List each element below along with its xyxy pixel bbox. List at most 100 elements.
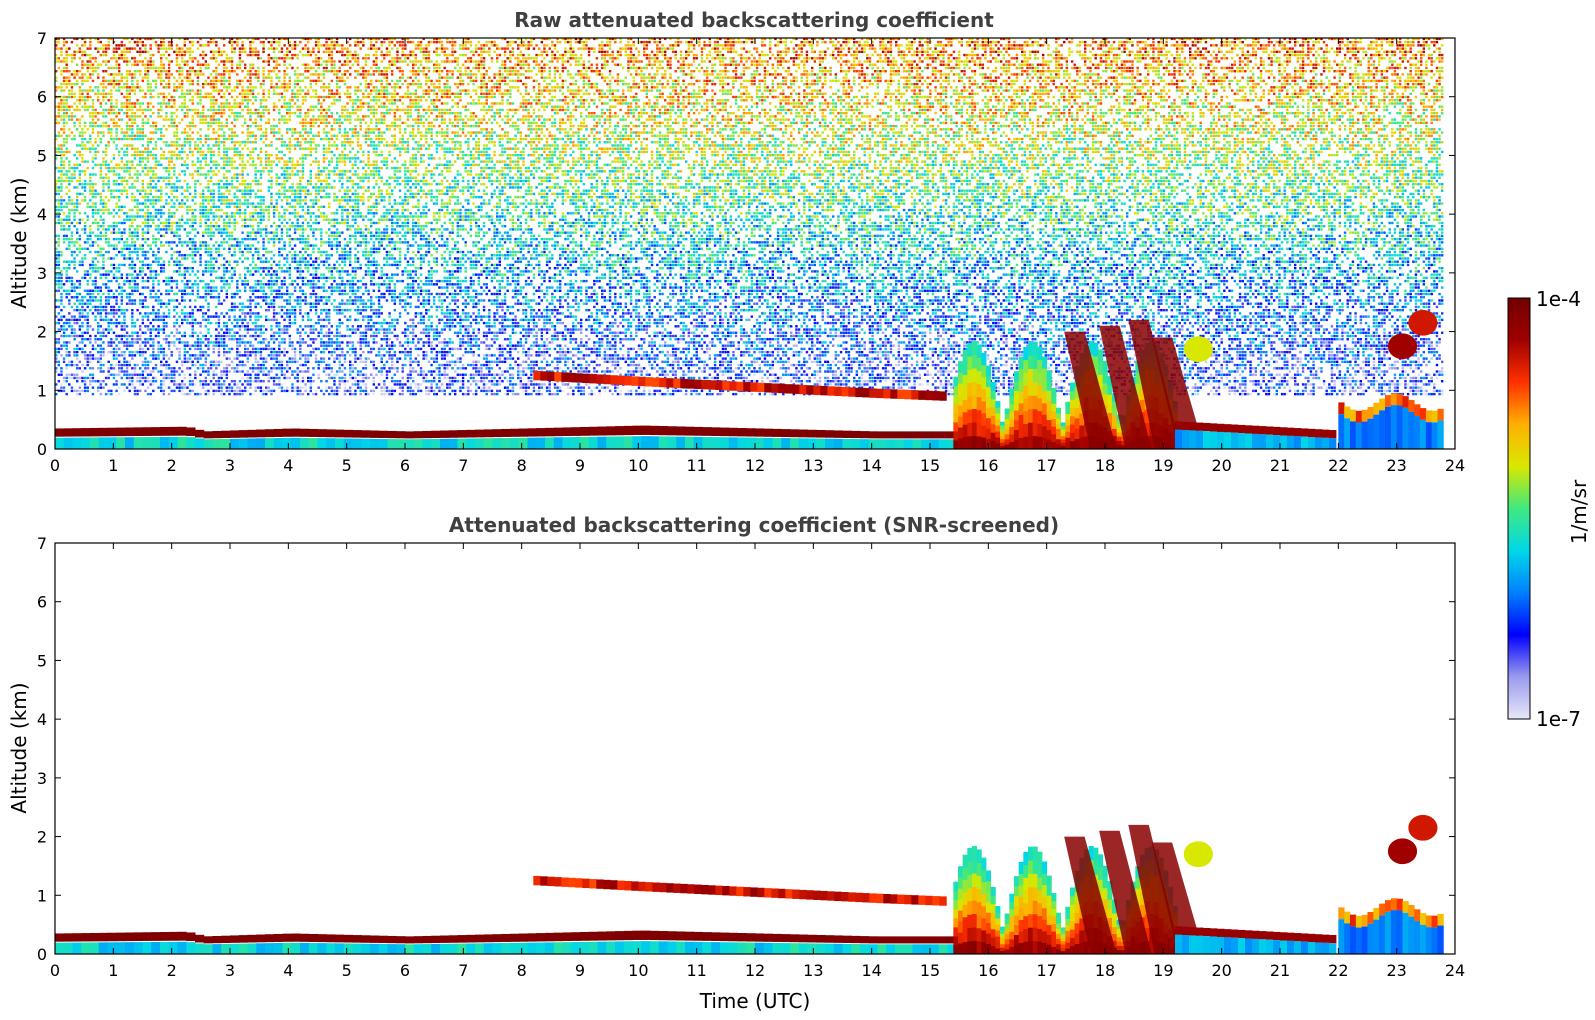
noise-cell [81,257,83,259]
noise-cell [58,290,60,292]
noise-cell [73,364,75,366]
noise-cell [100,47,102,49]
noise-cell [73,122,75,124]
noise-cell [58,222,60,224]
noise-cell [89,351,91,353]
noise-cell [102,332,104,334]
noise-cell [84,254,86,256]
noise-cell [76,70,78,72]
noise-cell [76,344,78,346]
noise-cell [81,335,83,337]
noise-cell [102,267,104,269]
noise-cell [79,183,81,185]
noise-cell [76,309,78,311]
noise-cell [68,383,70,385]
noise-cell [76,164,78,166]
noise-cell [71,364,73,366]
noise-cell [97,89,99,91]
noise-cell [58,280,60,282]
noise-cell [63,377,65,379]
noise-cell [63,106,65,108]
noise-cell [71,199,73,201]
noise-cell [66,70,68,72]
noise-cell [97,328,99,330]
noise-cell [71,54,73,56]
noise-cell [81,219,83,221]
noise-cell [89,112,91,114]
noise-cell [58,244,60,246]
noise-cell [71,290,73,292]
noise-cell [81,380,83,382]
noise-cell [100,312,102,314]
noise-cell [81,44,83,46]
noise-cell [94,93,96,95]
noise-cell [81,277,83,279]
noise-cell [100,141,102,143]
noise-cell [68,222,70,224]
noise-cell [63,212,65,214]
noise-cell [92,222,94,224]
noise-cell [60,157,62,159]
noise-cell [89,290,91,292]
noise-cell [84,54,86,56]
noise-cell [89,383,91,385]
noise-cell [100,251,102,253]
noise-cell [84,186,86,188]
noise-cell [66,157,68,159]
noise-cell [60,293,62,295]
noise-cell [87,54,89,56]
noise-cell [94,109,96,111]
noise-cell [63,267,65,269]
noise-cell [60,299,62,301]
noise-cell [63,154,65,156]
noise-cell [94,183,96,185]
noise-cell [92,257,94,259]
noise-cell [73,96,75,98]
noise-cell [89,264,91,266]
noise-cell [58,41,60,43]
noise-cell [68,248,70,250]
noise-cell [89,193,91,195]
noise-cell [89,189,91,191]
noise-cell [94,306,96,308]
noise-cell [87,386,89,388]
noise-cell [68,267,70,269]
noise-cell [97,251,99,253]
noise-cell [68,241,70,243]
noise-cell [97,193,99,195]
noise-cell [92,160,94,162]
noise-cell [63,306,65,308]
noise-cell [68,167,70,169]
noise-cell [84,144,86,146]
noise-cell [66,109,68,111]
noise-cell [94,47,96,49]
noise-cell [68,180,70,182]
noise-cell [100,225,102,227]
noise-cell [94,125,96,127]
noise-cell [79,109,81,111]
noise-cell [97,209,99,211]
noise-cell [76,306,78,308]
noise-cell [58,122,60,124]
noise-cell [94,202,96,204]
noise-cell [79,144,81,146]
noise-cell [92,128,94,130]
noise-cell [68,354,70,356]
noise-cell [66,219,68,221]
noise-cell [79,202,81,204]
noise-cell [87,293,89,295]
noise-cell [87,64,89,66]
noise-cell [81,322,83,324]
noise-cell [68,244,70,246]
noise-cell [92,125,94,127]
noise-cell [92,144,94,146]
noise-cell [79,57,81,59]
noise-cell [60,370,62,372]
noise-cell [94,222,96,224]
noise-cell [81,76,83,78]
noise-cell [79,348,81,350]
noise-cell [60,283,62,285]
noise-cell [102,328,104,330]
noise-cell [92,290,94,292]
noise-cell [79,244,81,246]
